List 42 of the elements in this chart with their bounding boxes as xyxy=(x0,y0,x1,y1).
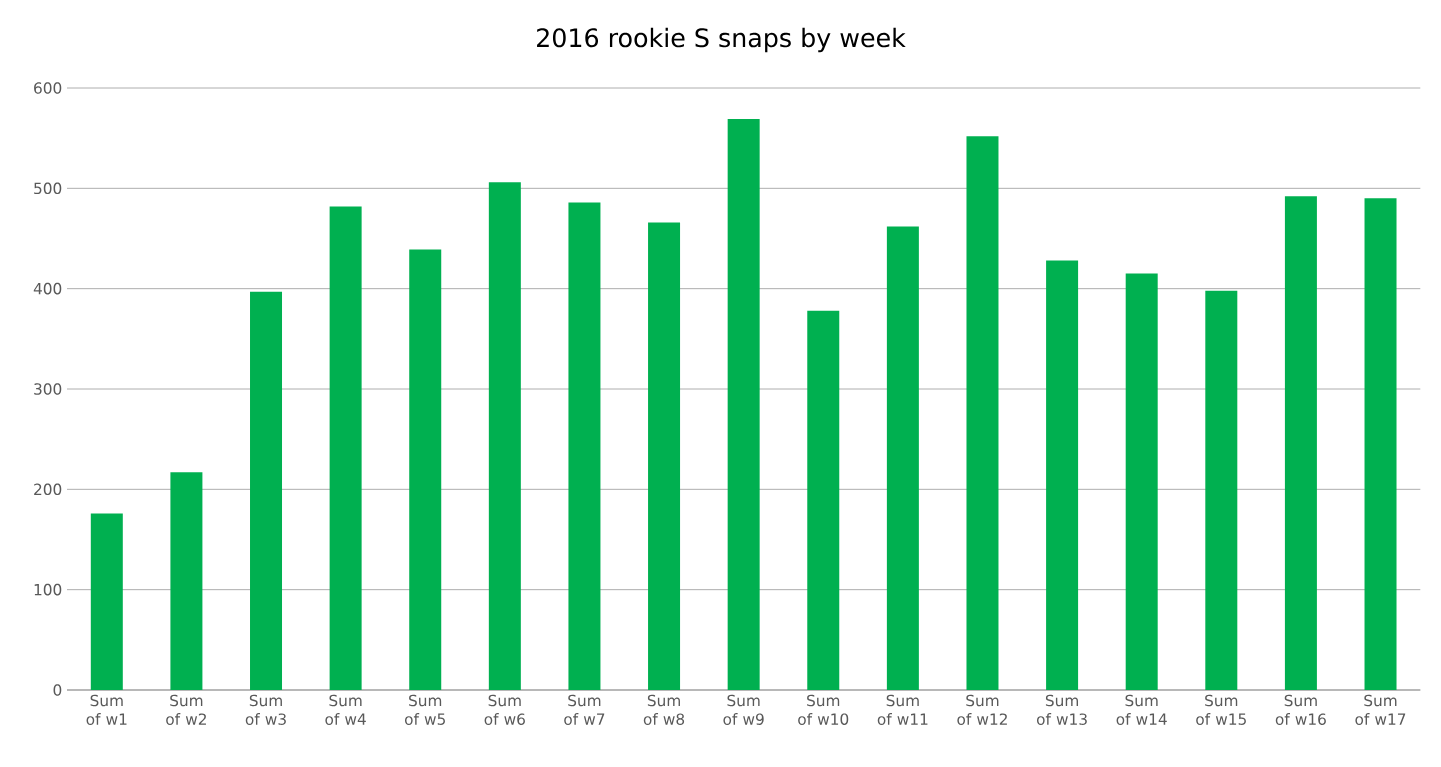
x-tick-label: Sum of w9 xyxy=(723,694,764,725)
x-tick-label: Sum of w12 xyxy=(957,694,1007,725)
x-tick-label: Sum of w15 xyxy=(1196,694,1246,725)
bar xyxy=(250,291,283,690)
x-tick-label: Sum of w11 xyxy=(877,694,928,725)
bar xyxy=(648,222,681,690)
x-tick-label: Sum of w10 xyxy=(798,694,849,725)
y-tick-label: 0 xyxy=(53,684,62,696)
x-tick-label: Sum of w16 xyxy=(1275,694,1326,725)
x-tick-label: Sum of w3 xyxy=(245,694,286,725)
bar xyxy=(1364,198,1397,690)
x-tick-label: Sum of w13 xyxy=(1036,694,1087,725)
bar xyxy=(1205,290,1238,690)
bar xyxy=(409,249,442,690)
bar xyxy=(488,182,521,690)
y-tick-label: 300 xyxy=(34,383,62,395)
y-tick-label: 200 xyxy=(34,483,62,496)
bar xyxy=(727,119,760,690)
bar xyxy=(1125,273,1158,690)
bar xyxy=(886,226,919,690)
bar xyxy=(1046,260,1079,690)
bar xyxy=(807,310,840,690)
y-tick-label: 100 xyxy=(34,583,62,596)
x-tick-label: Sum of w6 xyxy=(484,694,525,725)
bar xyxy=(170,472,203,690)
bar xyxy=(966,136,999,690)
x-tick-label: Sum of w5 xyxy=(404,694,445,725)
x-tick-label: Sum of w1 xyxy=(86,694,127,725)
x-tick-label: Sum of w4 xyxy=(325,694,366,725)
y-tick-label: 500 xyxy=(34,182,62,195)
x-tick-label: Sum of w14 xyxy=(1116,694,1167,725)
y-tick-label: 600 xyxy=(34,82,62,94)
x-tick-label: Sum of w8 xyxy=(643,694,685,725)
bar xyxy=(90,513,123,690)
chart-title: 2016 rookie S snaps by week xyxy=(537,27,906,53)
bar xyxy=(568,202,601,690)
y-tick-label: 400 xyxy=(33,282,62,295)
x-tick-label: Sum of w17 xyxy=(1355,694,1406,725)
bar xyxy=(329,206,362,690)
bar xyxy=(1284,196,1317,690)
x-tick-label: Sum of w7 xyxy=(564,694,605,725)
x-tick-label: Sum of w2 xyxy=(166,694,206,725)
